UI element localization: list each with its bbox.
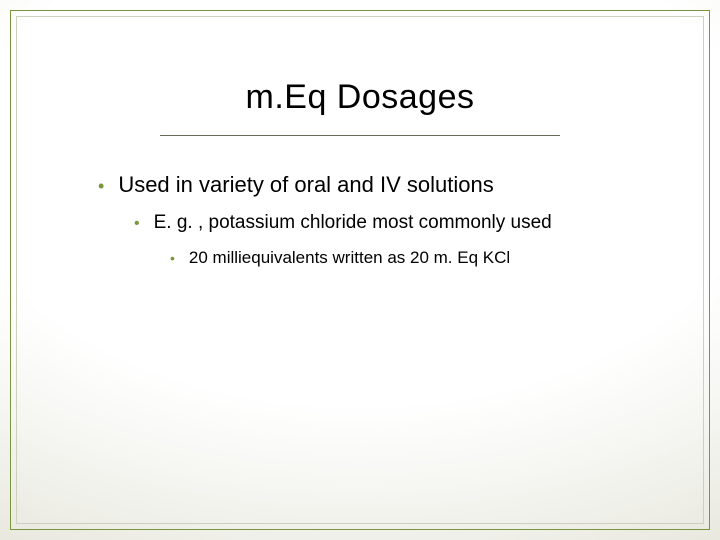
bullet-text: E. g. , potassium chloride most commonly… [154, 212, 552, 234]
bullet-icon: • [134, 216, 140, 232]
bullet-item: • E. g. , potassium chloride most common… [134, 212, 630, 234]
title-underline [160, 135, 560, 136]
slide-content: m.Eq Dosages • Used in variety of oral a… [30, 30, 690, 510]
bullet-icon: • [170, 251, 175, 265]
bullet-item: • 20 milliequivalents written as 20 m. E… [170, 248, 630, 268]
slide-title: m.Eq Dosages [90, 78, 630, 117]
bullet-icon: • [98, 177, 104, 195]
bullet-text: 20 milliequivalents written as 20 m. Eq … [189, 248, 510, 268]
slide-container: m.Eq Dosages • Used in variety of oral a… [0, 0, 720, 540]
bullet-item: • Used in variety of oral and IV solutio… [98, 172, 630, 198]
bullet-text: Used in variety of oral and IV solutions [118, 172, 493, 198]
